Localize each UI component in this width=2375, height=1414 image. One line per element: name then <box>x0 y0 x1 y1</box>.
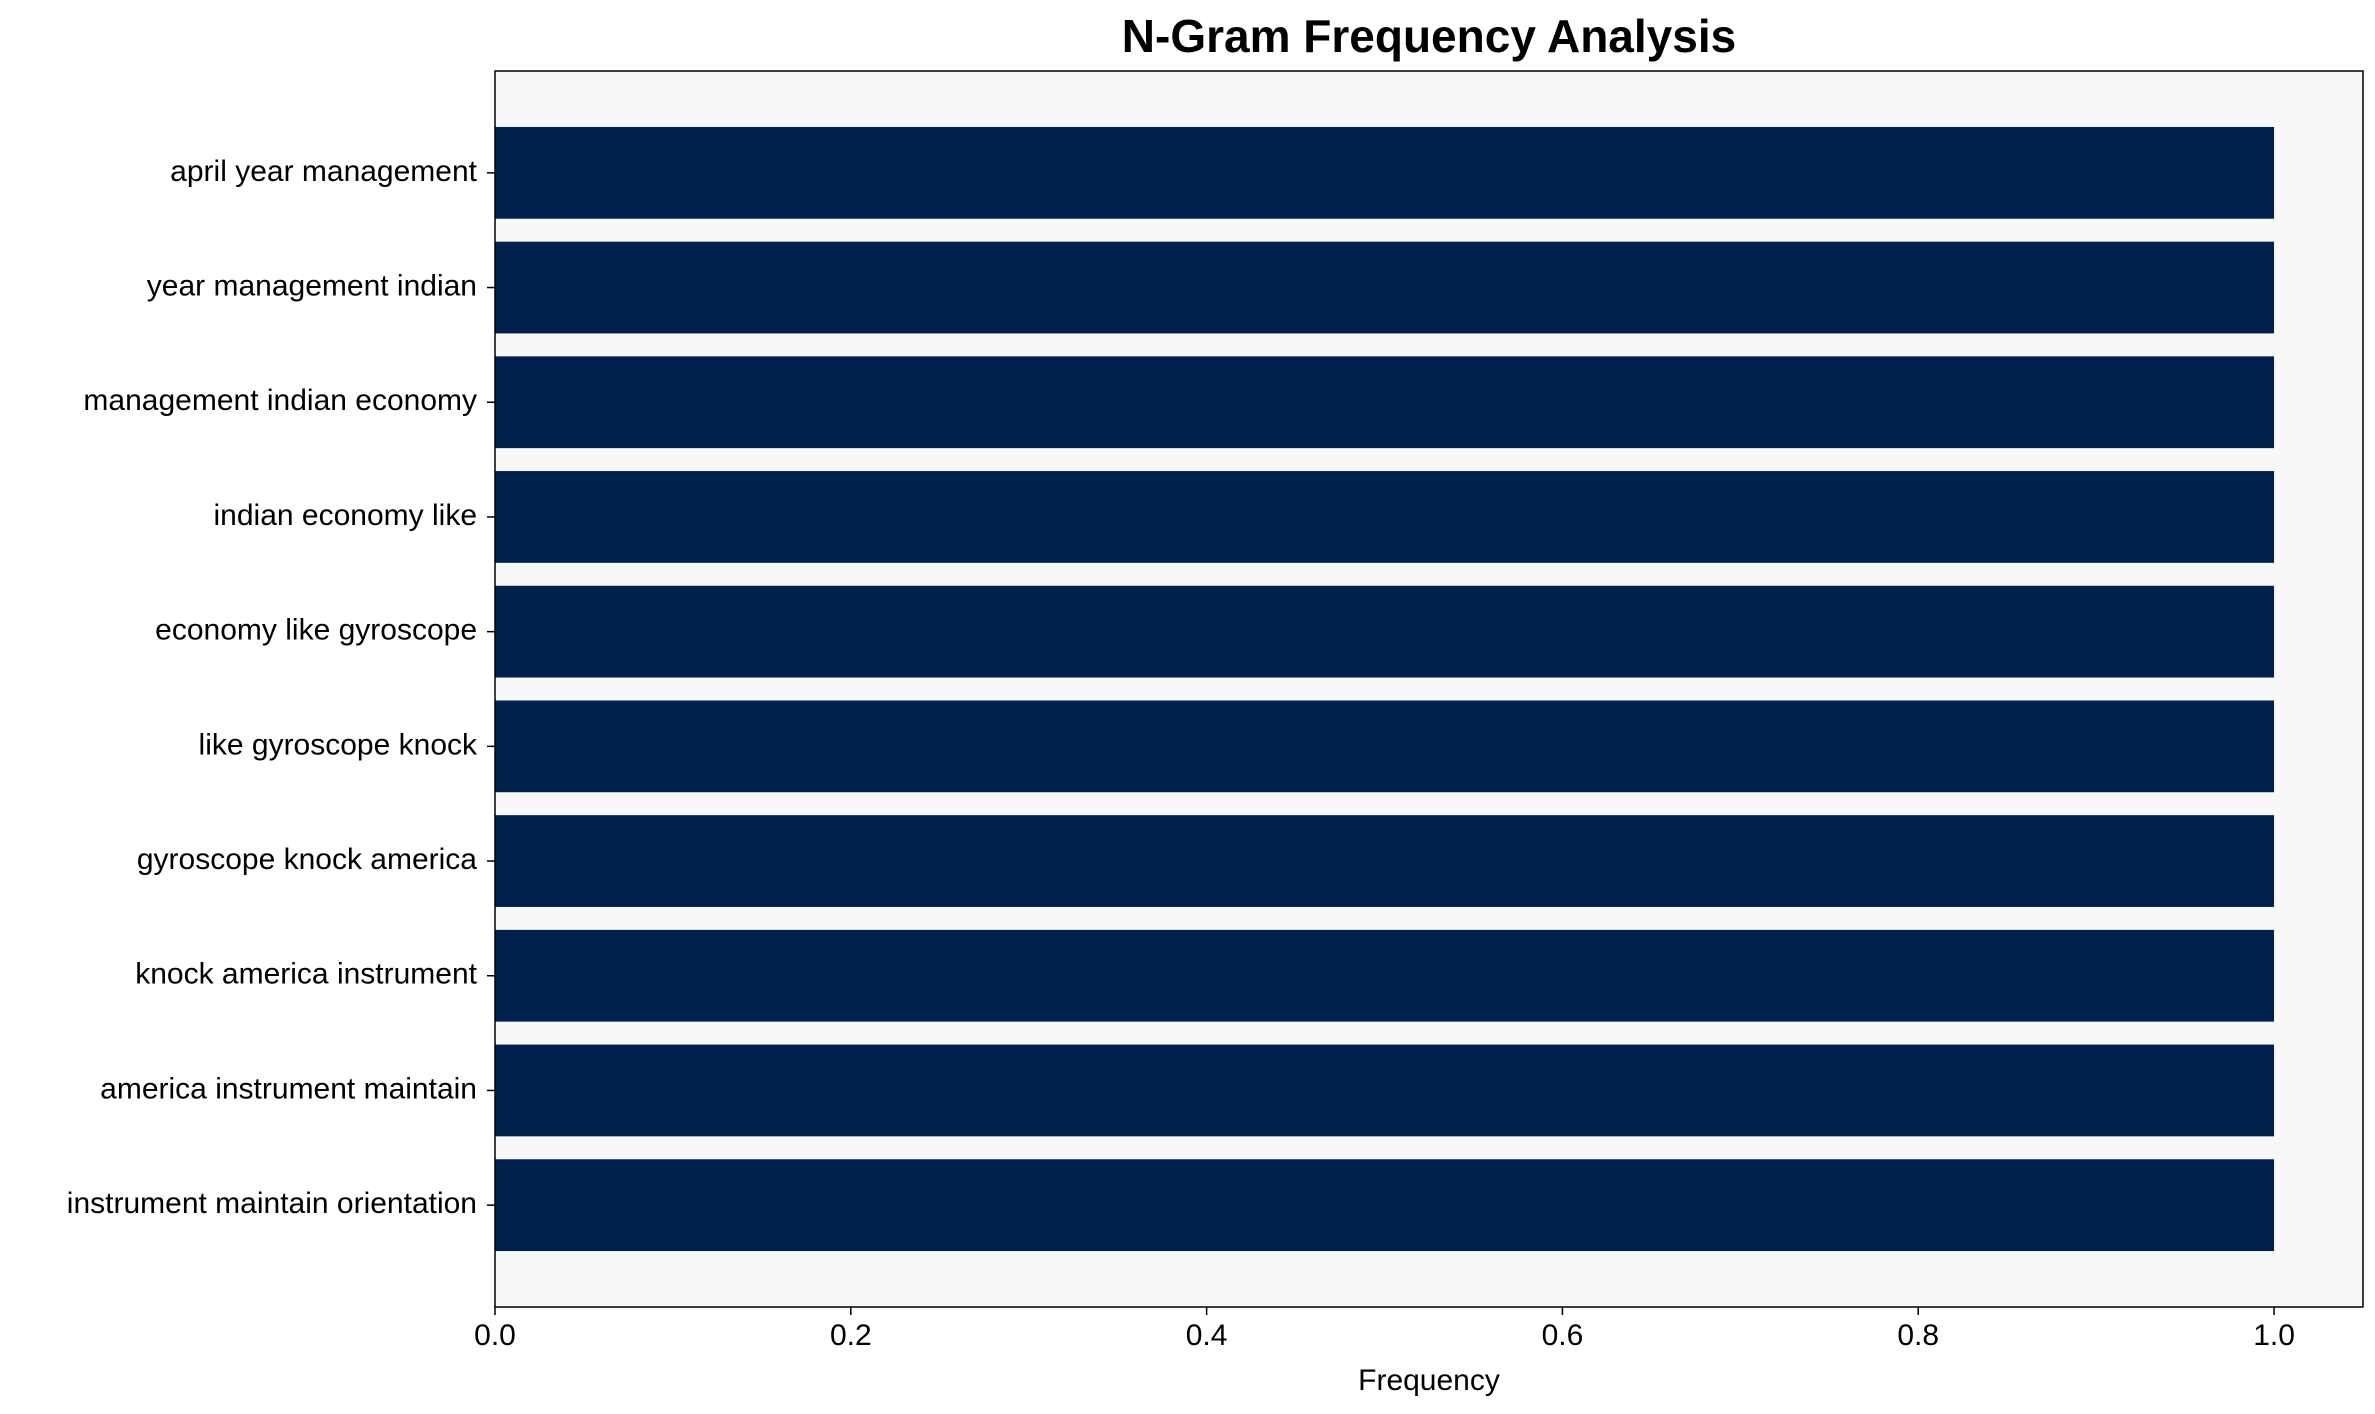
bar <box>495 929 2275 1022</box>
bar <box>495 1044 2275 1137</box>
y-tick-label: like gyroscope knock <box>199 728 478 761</box>
x-tick-label: 0.2 <box>830 1319 872 1352</box>
bar <box>495 126 2275 219</box>
bar <box>495 700 2275 793</box>
y-tick-label: knock america instrument <box>135 958 477 991</box>
y-tick-label: america instrument maintain <box>100 1072 477 1105</box>
y-tick-label: management indian economy <box>83 384 477 417</box>
x-tick-label: 0.4 <box>1186 1319 1228 1352</box>
bar <box>495 471 2275 563</box>
y-tick-label: gyroscope knock america <box>137 843 477 876</box>
y-tick-label: april year management <box>170 155 477 188</box>
x-tick-label: 0.6 <box>1542 1319 1584 1352</box>
y-tick-label: indian economy like <box>214 499 477 532</box>
bar <box>495 585 2275 678</box>
x-axis-label: Frequency <box>1358 1364 1500 1397</box>
bar <box>495 241 2275 334</box>
bar <box>495 1159 2275 1252</box>
bar <box>495 815 2275 907</box>
y-tick-label: year management indian <box>147 269 477 302</box>
y-tick-label: instrument maintain orientation <box>67 1187 477 1220</box>
y-tick-label: economy like gyroscope <box>155 614 477 647</box>
plot-frame <box>494 70 2364 1308</box>
x-tick-label: 1.0 <box>2253 1319 2295 1352</box>
x-tick-label: 0.8 <box>1897 1319 1939 1352</box>
bar <box>495 356 2275 449</box>
chart-title: N-Gram Frequency Analysis <box>1122 10 1736 62</box>
x-tick-label: 0.0 <box>474 1319 516 1352</box>
